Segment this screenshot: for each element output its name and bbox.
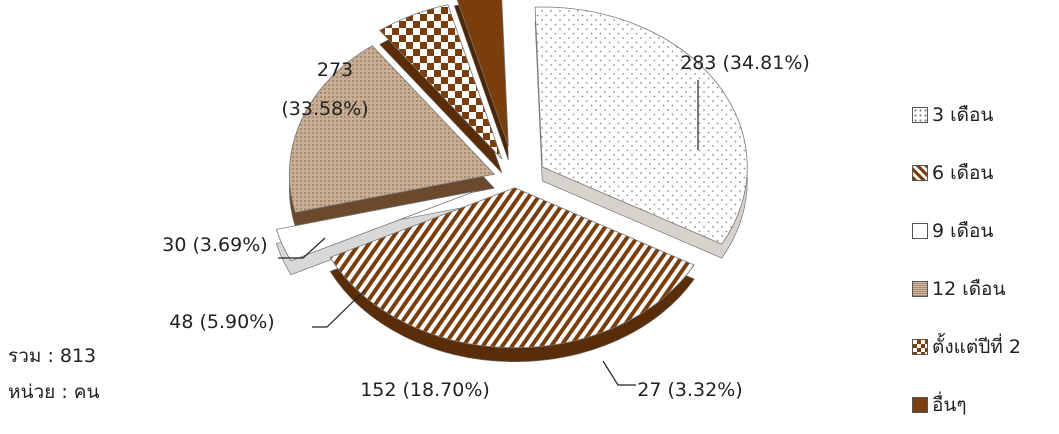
leader-line [602, 360, 636, 386]
legend-label: 6 เดือน [932, 162, 994, 184]
legend-swatch-checker-icon [912, 339, 928, 355]
legend-swatch-plain-icon [912, 223, 928, 239]
legend: 3 เดือน 6 เดือน 9 เดือน 12 เดือน ตั้งแต่… [912, 86, 1021, 434]
data-labels: 273 (33.58%) 283 (34.81%) 27 (3.32%) 152 (18… [162, 52, 809, 401]
pie-slice [275, 190, 476, 262]
data-label: 273 [317, 59, 353, 81]
chart-summary: รวม : 813 หน่วย : คน [8, 338, 100, 410]
legend-swatch-grid-icon [912, 281, 928, 297]
legend-item: 12 เดือน [912, 260, 1021, 318]
pie-slice [379, 4, 503, 160]
legend-label: อื่นๆ [932, 394, 967, 416]
pie-slice [534, 6, 748, 245]
legend-label: 9 เดือน [932, 220, 994, 242]
legend-item: 3 เดือน [912, 86, 1021, 144]
legend-item: 6 เดือน [912, 144, 1021, 202]
unit-label: หน่วย : คน [8, 381, 100, 403]
legend-item: ตั้งแต่ปีที่ 2 [912, 318, 1021, 376]
data-label: 283 (34.81%) [680, 52, 810, 74]
data-label: 27 (3.32%) [637, 379, 742, 401]
legend-label: ตั้งแต่ปีที่ 2 [932, 336, 1021, 358]
legend-item: 9 เดือน [912, 202, 1021, 260]
data-label: (33.58%) [281, 98, 368, 120]
pie-slice [288, 45, 496, 213]
legend-label: 12 เดือน [932, 278, 1006, 300]
legend-item: อื่นๆ [912, 376, 1021, 434]
data-label: 48 (5.90%) [169, 311, 274, 333]
leader-line [278, 237, 326, 259]
legend-swatch-dots-icon [912, 107, 928, 123]
pie-slice [456, 0, 509, 147]
legend-swatch-solid-icon [912, 397, 928, 413]
total-label: รวม : 813 [8, 345, 97, 367]
legend-label: 3 เดือน [932, 104, 994, 126]
data-label: 152 (18.70%) [360, 379, 490, 401]
pie-slices [275, 0, 748, 362]
pie-chart: 273 (33.58%) 283 (34.81%) 27 (3.32%) 152 (18… [162, 0, 810, 401]
data-label: 30 (3.69%) [162, 234, 267, 256]
legend-swatch-stripes-icon [912, 165, 928, 181]
pie-slice [329, 187, 695, 349]
leader-lines [278, 80, 699, 386]
leader-line [312, 289, 366, 328]
